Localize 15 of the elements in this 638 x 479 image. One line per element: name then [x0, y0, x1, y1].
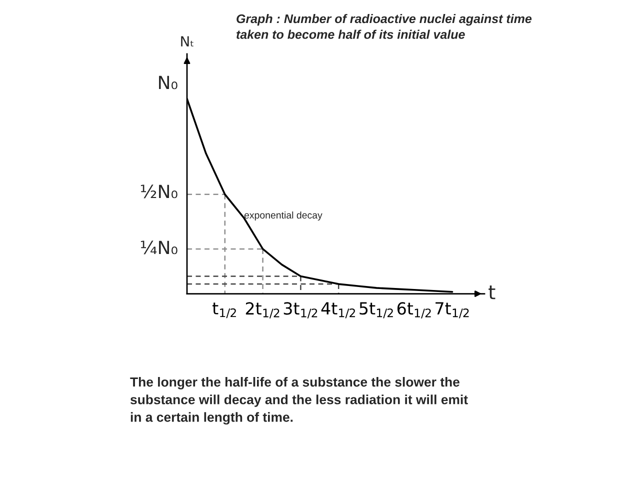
x-tick-label: 2t$_{1/2}$ [246, 302, 280, 318]
x-tick-label: 5t$_{1/2}$ [360, 302, 393, 318]
x-tick-label: 4t$_{1/2}$ [321, 302, 355, 318]
x-tick-label: 7t$_{1/2}$ [436, 302, 469, 318]
text: ¼N₀ [140, 240, 178, 254]
text: N₀ [159, 76, 178, 90]
x-tick-label: 3t$_{1/2}$ [284, 302, 318, 318]
text: The longer the half-life of a substance the slower the substance will decay and the less radiation it will emit in a certain length of time. [130, 377, 468, 425]
x-tick-label: t$_{1/2}$ [212, 302, 236, 318]
chart-title: Graph : Number of radioactive nuclei against time taken to become half of its initial value [236, 14, 532, 39]
x-axis-title: t [488, 286, 496, 300]
annotation: exponential decay [244, 211, 322, 221]
text: ½N₀ [140, 184, 178, 198]
y-axis-title: Nₜ [181, 36, 194, 46]
x-tick-label: 6t$_{1/2}$ [397, 302, 431, 318]
